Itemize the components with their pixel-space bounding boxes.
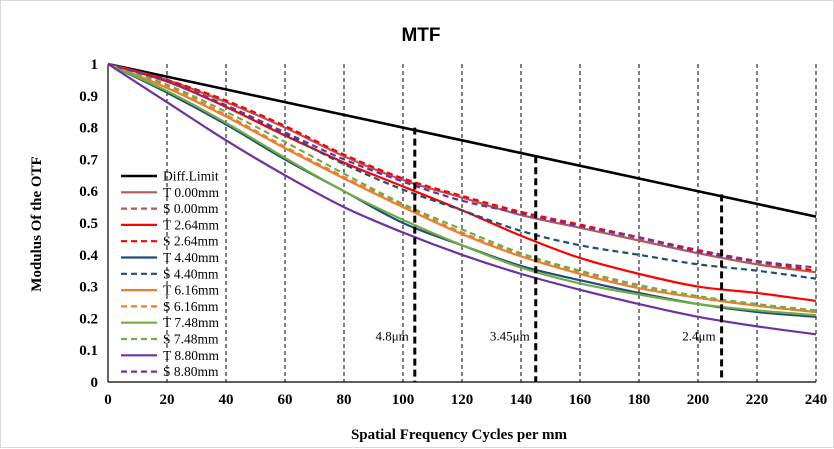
x-tick-label: 100 [392, 392, 415, 408]
y-tick-label: 0.8 [79, 121, 98, 137]
y-tick-label: 0.7 [79, 152, 98, 168]
legend-label: Diff.Limit [163, 169, 219, 184]
series-line-t-0-00mm [107, 62, 817, 274]
series-line-t-7-48mm [107, 62, 817, 317]
series-line-s-2-64mm [107, 62, 817, 272]
legend-label: T 8.80mm [163, 348, 220, 363]
pixel-marker-label: 3.45μm [490, 329, 530, 344]
y-tick-label: 0.3 [79, 280, 98, 296]
y-tick-label: 0.9 [79, 89, 98, 105]
y-tick-label: 0 [91, 375, 99, 391]
x-tick-label: 120 [451, 392, 474, 408]
x-tick-label: 200 [687, 392, 710, 408]
legend-label: S 4.40mm [163, 266, 219, 281]
legend-label: T 4.40mm [163, 250, 220, 265]
y-tick-label: 0.5 [79, 216, 98, 232]
pixel-marker-label: 2.4μm [682, 329, 715, 344]
y-axis-title: Modulus Of the OTF [29, 156, 45, 291]
legend-label: S 6.16mm [163, 299, 219, 314]
legend-label: T 6.16mm [163, 283, 220, 298]
series-line-t-8-80mm [107, 63, 817, 336]
x-tick-label: 240 [805, 392, 828, 408]
legend-label: T 7.48mm [163, 315, 220, 330]
legend-label: S 8.80mm [163, 364, 219, 379]
x-tick-label: 140 [510, 392, 533, 408]
series-line-s-8-80mm [107, 62, 817, 269]
y-tick-label: 1 [91, 57, 99, 73]
pixel-marker-label: 4.8μm [375, 329, 408, 344]
x-tick-label: 20 [160, 392, 175, 408]
x-tick-label: 80 [337, 392, 352, 408]
x-tick-label: 60 [278, 392, 293, 408]
legend-label: T 2.64mm [163, 217, 220, 232]
x-tick-label: 40 [219, 392, 234, 408]
series-line-s-7-48mm [107, 62, 817, 312]
x-tick-label: 160 [569, 392, 592, 408]
legend-label: S 2.64mm [163, 234, 219, 249]
series-line-t-6-16mm [107, 62, 817, 314]
x-tick-label: 0 [104, 392, 112, 408]
legend-label: T 0.00mm [163, 185, 220, 200]
y-tick-label: 0.1 [79, 343, 98, 359]
chart-title: MTF [401, 25, 440, 46]
x-axis-title: Spatial Frequency Cycles per mm [351, 427, 568, 443]
legend-label: S 0.00mm [163, 201, 219, 216]
y-tick-label: 0.2 [79, 311, 98, 327]
x-tick-label: 180 [628, 392, 651, 408]
series-line-diff-limit [107, 62, 817, 218]
y-tick-label: 0.4 [79, 248, 98, 264]
y-tick-label: 0.6 [79, 184, 98, 200]
series-line-s-6-16mm [107, 62, 817, 314]
legend-label: S 7.48mm [163, 332, 219, 347]
x-tick-label: 220 [746, 392, 769, 408]
